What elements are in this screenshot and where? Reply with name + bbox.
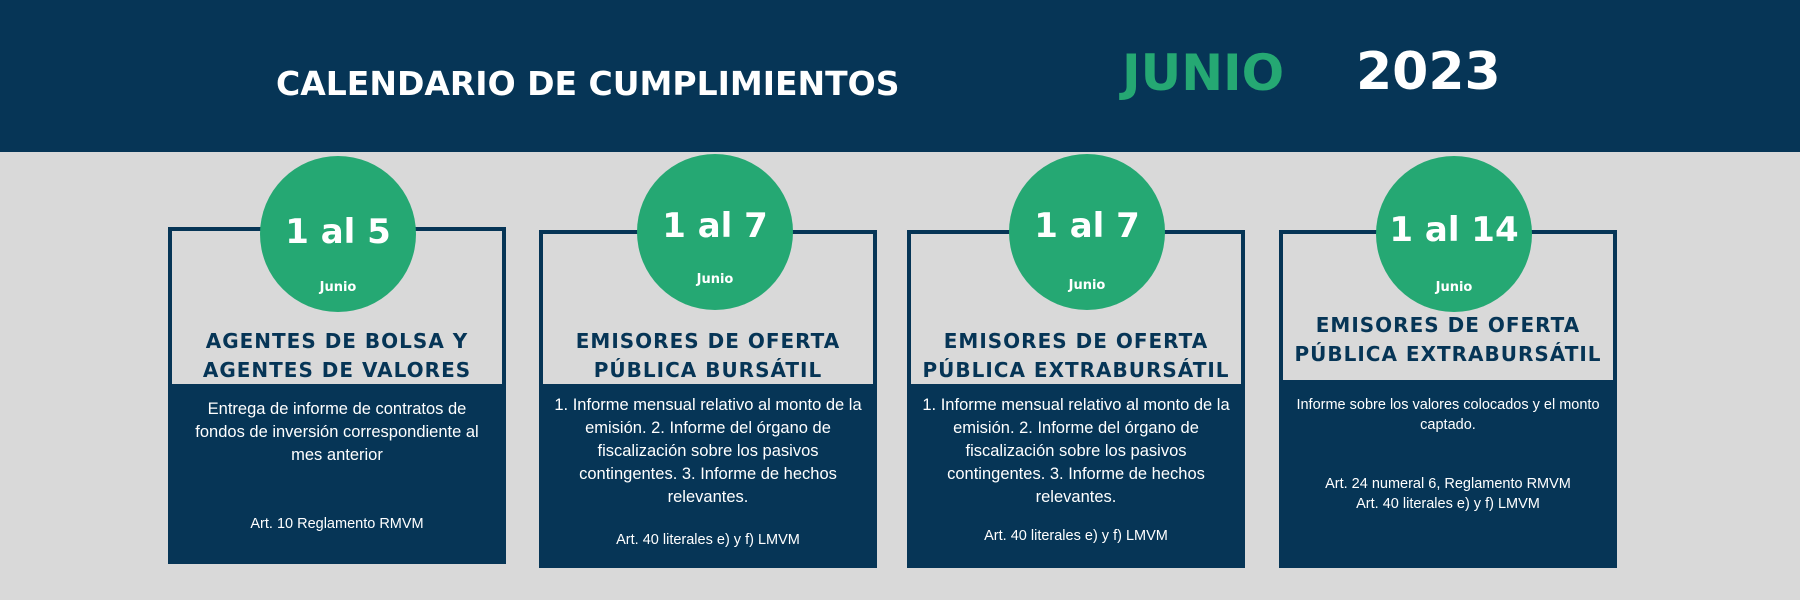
card-reference-line2: Art. 40 literales e) y f) LMVM	[1356, 496, 1540, 512]
date-circle: 1 al 7 Junio	[1009, 154, 1165, 310]
date-month: Junio	[1435, 280, 1473, 295]
date-range: 1 al 14	[1389, 210, 1519, 250]
card-heading-line2: AGENTES DE VALORES	[202, 358, 472, 382]
card-reference: Art. 40 literales e) y f) LMVM	[616, 532, 800, 548]
card-heading: EMISORES DE OFERTA PÚBLICA EXTRABURSÁTIL	[907, 327, 1245, 385]
card-heading-line2: PÚBLICA BURSÁTIL	[593, 358, 823, 382]
card-description: 1. Informe mensual relativo al monto de …	[922, 396, 1230, 506]
card-description: Informe sobre los valores colocados y el…	[1296, 397, 1600, 433]
card-heading: EMISORES DE OFERTA PÚBLICA EXTRABURSÁTIL	[1279, 311, 1617, 369]
date-month: Junio	[319, 280, 357, 295]
date-month: Junio	[696, 272, 734, 287]
header-banner: CALENDARIO DE CUMPLIMIENTOS JUNIO 2023	[0, 0, 1800, 152]
card-reference-line1: Art. 24 numeral 6, Reglamento RMVM	[1325, 476, 1571, 492]
card-body: 1. Informe mensual relativo al monto de …	[539, 384, 877, 568]
card-description: 1. Informe mensual relativo al monto de …	[554, 396, 862, 506]
card-heading-line1: EMISORES DE OFERTA	[943, 329, 1209, 353]
card-heading-line1: AGENTES DE BOLSA Y	[205, 329, 469, 353]
date-circle: 1 al 14 Junio	[1376, 156, 1532, 312]
card-body: Informe sobre los valores colocados y el…	[1279, 380, 1617, 568]
date-range: 1 al 5	[285, 212, 391, 252]
card-heading-line1: EMISORES DE OFERTA	[575, 329, 841, 353]
card-body: Entrega de informe de contratos de fondo…	[168, 384, 506, 564]
card-body: 1. Informe mensual relativo al monto de …	[907, 384, 1245, 568]
card-heading-line2: PÚBLICA EXTRABURSÁTIL	[922, 358, 1230, 382]
card-reference: Art. 24 numeral 6, Reglamento RMVM Art. …	[1289, 474, 1607, 514]
header-month: JUNIO	[1122, 44, 1285, 102]
card-reference: Art. 10 Reglamento RMVM	[250, 516, 424, 532]
date-circle: 1 al 7 Junio	[637, 154, 793, 310]
card-reference: Art. 40 literales e) y f) LMVM	[984, 528, 1168, 544]
card-heading-line2: PÚBLICA EXTRABURSÁTIL	[1294, 342, 1602, 366]
page-title: CALENDARIO DE CUMPLIMIENTOS	[276, 64, 900, 103]
date-range: 1 al 7	[662, 206, 768, 246]
date-circle: 1 al 5 Junio	[260, 156, 416, 312]
card-description: Entrega de informe de contratos de fondo…	[195, 400, 479, 464]
date-range: 1 al 7	[1034, 206, 1140, 246]
card-heading: EMISORES DE OFERTA PÚBLICA BURSÁTIL	[539, 327, 877, 385]
date-month: Junio	[1068, 278, 1106, 293]
card-heading: AGENTES DE BOLSA Y AGENTES DE VALORES	[168, 327, 506, 385]
header-year: 2023	[1356, 42, 1501, 102]
card-heading-line1: EMISORES DE OFERTA	[1315, 313, 1581, 337]
